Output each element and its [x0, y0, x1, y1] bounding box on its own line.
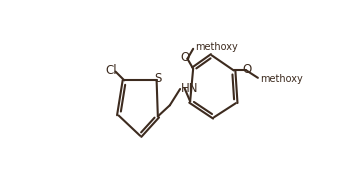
Text: O: O	[243, 62, 252, 75]
Text: S: S	[155, 72, 162, 85]
Text: O: O	[180, 51, 190, 64]
Text: methoxy: methoxy	[195, 42, 238, 52]
Text: HN: HN	[181, 82, 198, 95]
Text: Cl: Cl	[105, 64, 117, 77]
Text: methoxy: methoxy	[260, 74, 303, 84]
